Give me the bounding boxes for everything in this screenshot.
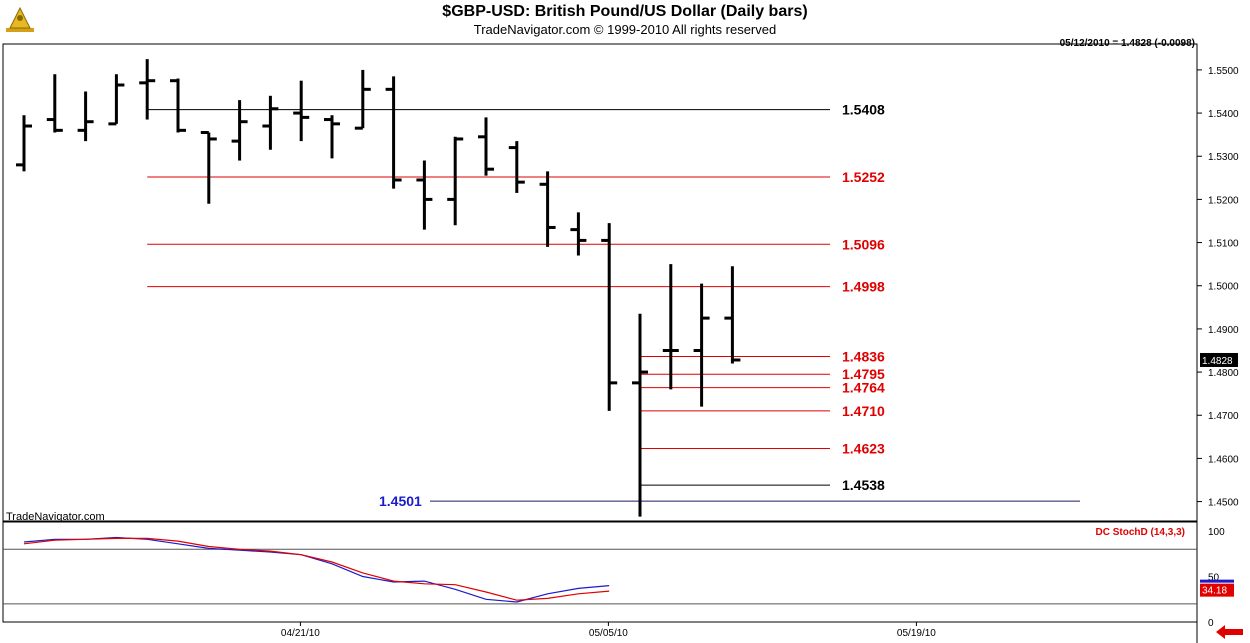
ohlc-bar: [354, 69, 371, 130]
ohlc-bar: [324, 115, 340, 159]
level-label: 1.4623: [842, 440, 885, 456]
level-label: 1.4998: [842, 279, 885, 295]
last-price-label: 1.4828: [1202, 356, 1233, 367]
level-label: 1.4836: [842, 349, 885, 365]
level-label: 1.4710: [842, 403, 885, 419]
indicator-last-value-label: 34.18: [1202, 586, 1227, 597]
price-tick-label: 1.4500: [1208, 498, 1239, 509]
ohlc-bar: [200, 130, 217, 204]
level-label: 1.4764: [842, 380, 885, 396]
ohlc-bar: [46, 74, 63, 133]
price-tick-label: 1.5300: [1208, 152, 1239, 163]
price-tick-label: 1.5100: [1208, 239, 1239, 250]
stochastic-line: [23, 537, 610, 601]
ohlc-bar: [416, 160, 433, 230]
level-label: 1.4795: [842, 366, 885, 382]
ohlc-bar: [231, 100, 248, 161]
stochastic-panel: DC StochD (14,3,3) 100 50 0 34.18: [3, 527, 1234, 629]
last-price-box: [1200, 352, 1238, 367]
ohlc-bar: [601, 223, 618, 411]
price-tick-label: 1.4800: [1208, 368, 1239, 379]
ohlc-bar: [139, 59, 156, 120]
level-label: 1.5252: [842, 169, 885, 185]
price-readout: 05/12/2010 = 1.4828 (-0.0098): [1059, 38, 1195, 49]
indicator-name: DC StochD (14,3,3): [1096, 527, 1185, 538]
ohlc-bar: [77, 91, 94, 142]
ohlc-bar: [447, 136, 464, 226]
indicator-tick-label: 100: [1208, 527, 1225, 538]
level-label: 1.5408: [842, 102, 885, 118]
ohlc-bar: [293, 80, 310, 142]
trade-navigator-logo-icon: [6, 6, 34, 32]
ohlc-bar: [539, 171, 556, 247]
ohlc-bar: [108, 74, 125, 126]
ohlc-bar: [570, 212, 587, 256]
support-label: 1.4501: [379, 493, 422, 509]
level-lines: 1.54081.52521.50961.49981.48361.47951.47…: [147, 102, 1080, 509]
indicator-panel-border: [2, 521, 1198, 623]
ohlc-bar: [262, 95, 279, 150]
date-tick-label: 05/05/10: [589, 628, 628, 639]
chart-title: $GBP-USD: British Pound/US Dollar (Daily…: [442, 3, 808, 20]
price-tick-label: 1.5400: [1208, 109, 1239, 120]
ohlc-bar: [385, 76, 402, 189]
indicator-last-value-box: [1200, 583, 1234, 597]
price-bars: [16, 59, 741, 517]
date-axis: 04/21/10 05/05/10 05/19/10: [281, 622, 936, 639]
price-tick-label: 1.4700: [1208, 411, 1239, 422]
ohlc-bar: [478, 117, 494, 176]
level-label: 1.4538: [842, 477, 885, 493]
ohlc-bar: [693, 283, 710, 407]
chart-frame: TradeNavigator.com: [2, 43, 1198, 643]
price-tick-label: 1.5200: [1208, 195, 1239, 206]
ohlc-bar: [170, 78, 186, 133]
price-axis: 1.5500 1.5400 1.5300 1.5200 1.5100 1.5000 1.49…: [1197, 66, 1239, 509]
ohlc-bar: [632, 313, 648, 517]
price-tick-label: 1.5500: [1208, 66, 1239, 77]
scroll-left-arrow-icon[interactable]: [1216, 625, 1244, 639]
date-tick-label: 04/21/10: [281, 628, 320, 639]
watermark-label: TradeNavigator.com: [6, 511, 105, 523]
indicator-tick-label: 50: [1208, 573, 1220, 584]
price-panel-border: [2, 43, 1198, 522]
level-label: 1.5096: [842, 236, 885, 252]
indicator-last-blue-marker: [1200, 579, 1234, 583]
ohlc-bar: [16, 115, 32, 172]
price-tick-label: 1.4900: [1208, 325, 1239, 336]
price-tick-label: 1.4600: [1208, 454, 1239, 465]
price-tick-label: 1.5000: [1208, 282, 1239, 293]
ohlc-bar: [662, 264, 679, 390]
ohlc-bar: [508, 141, 525, 193]
ohlc-bar: [724, 266, 741, 364]
chart-subtitle: TradeNavigator.com © 1999-2010 All right…: [473, 22, 777, 37]
date-tick-label: 05/19/10: [897, 628, 936, 639]
stochastic-line: [23, 536, 610, 603]
indicator-tick-label: 0: [1208, 618, 1214, 629]
